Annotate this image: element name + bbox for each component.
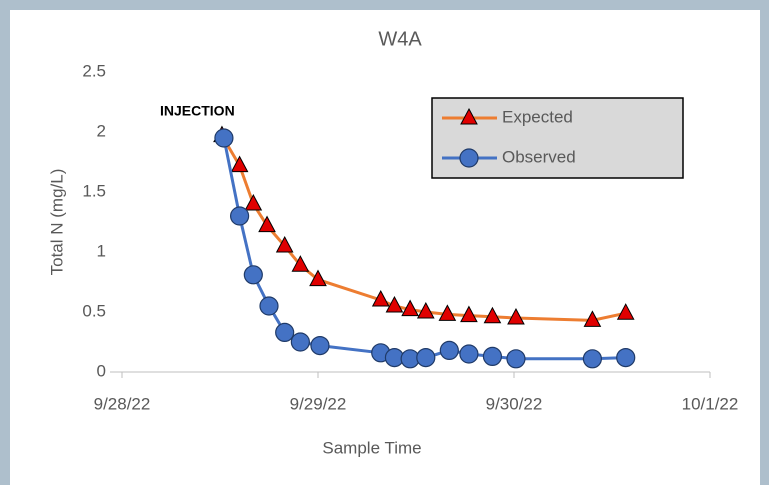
marker xyxy=(459,344,479,364)
marker xyxy=(507,307,525,325)
marker xyxy=(310,336,330,356)
marker xyxy=(438,304,457,321)
marker xyxy=(416,301,435,319)
marker xyxy=(275,322,295,342)
marker xyxy=(230,155,249,173)
annotation: INJECTION xyxy=(160,103,235,119)
marker xyxy=(230,206,250,226)
marker xyxy=(258,215,276,233)
chart-area xyxy=(10,10,760,485)
marker xyxy=(483,306,502,324)
marker xyxy=(309,269,327,287)
y-tick-label: 2.5 xyxy=(82,61,106,80)
marker xyxy=(582,349,603,369)
x-tick-label: 9/29/22 xyxy=(290,394,347,413)
y-tick-label: 2 xyxy=(97,121,106,140)
x-tick-label: 10/1/22 xyxy=(682,394,739,413)
marker xyxy=(616,303,635,320)
y-tick-label: 1 xyxy=(97,241,106,260)
marker xyxy=(371,289,390,307)
legend-marker xyxy=(460,107,478,125)
legend-label: Observed xyxy=(502,147,576,166)
marker xyxy=(460,305,478,323)
marker xyxy=(291,255,310,272)
marker xyxy=(385,295,404,313)
marker xyxy=(243,265,263,285)
legend-marker xyxy=(459,148,479,168)
chart-title: W4A xyxy=(378,28,422,50)
marker xyxy=(482,346,503,366)
legend-label: Expected xyxy=(502,107,573,126)
marker xyxy=(616,348,636,368)
marker xyxy=(506,349,526,369)
marker xyxy=(259,296,279,316)
x-axis-label: Sample Time xyxy=(322,438,421,457)
y-axis-label: Total N (mg/L) xyxy=(47,169,66,276)
marker xyxy=(275,235,294,253)
marker xyxy=(416,348,436,368)
marker xyxy=(439,340,459,360)
marker xyxy=(290,332,310,352)
y-tick-label: 1.5 xyxy=(82,181,106,200)
x-tick-label: 9/30/22 xyxy=(486,394,543,413)
y-tick-label: 0 xyxy=(97,361,106,380)
marker xyxy=(401,299,419,317)
marker xyxy=(244,193,263,211)
marker xyxy=(214,128,234,148)
y-tick-label: 0.5 xyxy=(82,301,106,320)
marker xyxy=(583,310,602,327)
x-tick-label: 9/28/22 xyxy=(94,394,151,413)
